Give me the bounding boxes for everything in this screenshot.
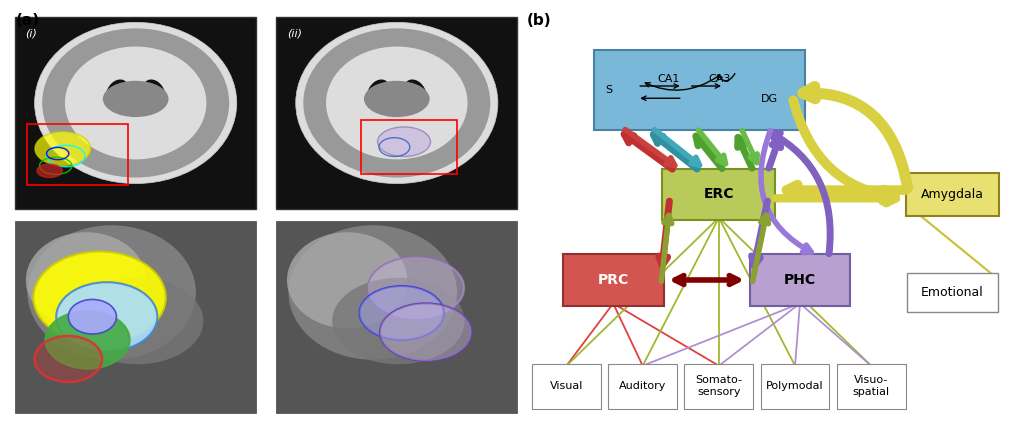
Text: PRC: PRC (598, 273, 629, 287)
Ellipse shape (367, 80, 390, 107)
Ellipse shape (378, 127, 430, 157)
Text: (b): (b) (527, 13, 552, 27)
Ellipse shape (45, 311, 130, 368)
Ellipse shape (35, 132, 90, 165)
Text: (a): (a) (15, 13, 40, 27)
FancyBboxPatch shape (905, 173, 999, 216)
FancyBboxPatch shape (837, 364, 905, 409)
Ellipse shape (142, 80, 166, 107)
Text: Polymodal: Polymodal (766, 381, 824, 391)
Ellipse shape (35, 22, 237, 184)
Ellipse shape (368, 257, 464, 319)
FancyBboxPatch shape (761, 364, 829, 409)
FancyBboxPatch shape (594, 50, 805, 130)
FancyBboxPatch shape (276, 221, 517, 413)
FancyBboxPatch shape (15, 16, 256, 208)
Ellipse shape (287, 232, 408, 328)
Text: CA3: CA3 (709, 74, 731, 84)
Text: Somato-
sensory: Somato- sensory (695, 376, 742, 397)
Text: (i): (i) (26, 29, 38, 39)
Ellipse shape (380, 303, 471, 361)
Ellipse shape (65, 47, 207, 160)
Ellipse shape (34, 251, 166, 344)
Ellipse shape (326, 47, 468, 160)
Ellipse shape (42, 28, 229, 178)
Text: PHC: PHC (784, 273, 816, 287)
Ellipse shape (35, 336, 102, 382)
FancyBboxPatch shape (15, 221, 256, 413)
Text: ERC: ERC (703, 187, 734, 201)
Ellipse shape (71, 278, 204, 364)
FancyBboxPatch shape (907, 273, 997, 312)
Text: DG: DG (761, 94, 778, 104)
Text: Auditory: Auditory (618, 381, 667, 391)
Text: (ii): (ii) (287, 29, 302, 39)
Ellipse shape (69, 299, 117, 334)
Ellipse shape (296, 22, 498, 184)
Ellipse shape (364, 81, 430, 117)
Ellipse shape (37, 164, 62, 178)
Text: CA1: CA1 (657, 74, 679, 84)
Ellipse shape (105, 80, 129, 107)
FancyBboxPatch shape (563, 254, 664, 306)
Ellipse shape (26, 232, 146, 328)
Text: Visuo-
spatial: Visuo- spatial (853, 376, 890, 397)
FancyBboxPatch shape (608, 364, 677, 409)
Ellipse shape (56, 282, 158, 351)
FancyBboxPatch shape (750, 254, 850, 306)
Text: Visual: Visual (550, 381, 583, 391)
Text: Amygdala: Amygdala (921, 188, 984, 201)
Text: S: S (605, 85, 612, 95)
Ellipse shape (289, 225, 457, 360)
FancyBboxPatch shape (684, 364, 754, 409)
Ellipse shape (359, 286, 443, 340)
Ellipse shape (28, 225, 196, 360)
Text: Emotional: Emotional (921, 286, 984, 299)
Ellipse shape (403, 80, 427, 107)
FancyBboxPatch shape (276, 16, 517, 208)
Ellipse shape (303, 28, 490, 178)
Ellipse shape (332, 278, 465, 364)
FancyBboxPatch shape (663, 169, 775, 220)
Ellipse shape (102, 81, 169, 117)
FancyBboxPatch shape (532, 364, 601, 409)
